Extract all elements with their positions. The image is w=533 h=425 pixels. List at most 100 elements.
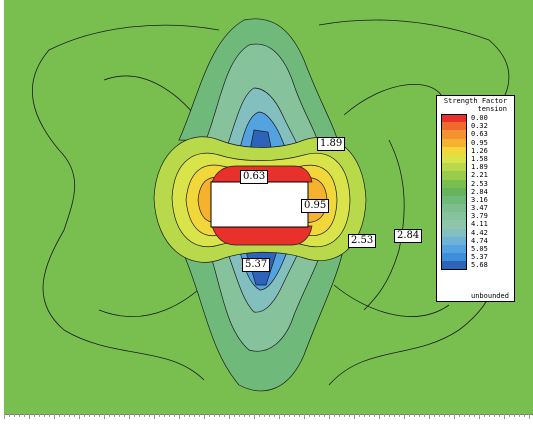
- contour-label-right-of-opening: 0.95: [301, 199, 330, 213]
- ruler-tick: [64, 414, 65, 417]
- ruler-tick: [424, 414, 425, 417]
- legend-value: 0.00: [471, 114, 488, 122]
- legend-value: 5.37: [471, 253, 488, 262]
- ruler-tick: [459, 414, 460, 417]
- legend-swatch: [441, 179, 467, 188]
- legend-swatch: [441, 245, 467, 254]
- ruler-tick: [369, 414, 370, 417]
- ruler-tick: [39, 414, 40, 417]
- legend-swatch: [441, 236, 467, 245]
- ruler-tick: [374, 414, 375, 417]
- legend-rows: 0.00 0.32 0.63 0.95 1.26 1.58 1.89 2.21 2.53 2.84…: [441, 114, 513, 270]
- legend-entry: 1.58: [441, 154, 513, 164]
- ruler-tick: [429, 414, 430, 419]
- ruler-tick: [479, 414, 480, 419]
- ruler-tick: [389, 414, 390, 417]
- legend-value: 2.53: [471, 179, 488, 188]
- ruler-tick: [399, 414, 400, 417]
- ruler-tick: [529, 414, 530, 419]
- legend-value: 2.21: [471, 171, 488, 180]
- legend-entry: 5.05: [441, 245, 513, 254]
- ruler-tick: [99, 414, 100, 417]
- ruler-tick: [69, 414, 70, 417]
- legend-value: 0.32: [471, 122, 488, 131]
- ruler-tick: [59, 414, 60, 417]
- legend-entry: 4.11: [441, 220, 513, 229]
- ruler-tick: [9, 414, 10, 417]
- ruler-tick: [249, 414, 250, 417]
- ruler-tick: [34, 414, 35, 417]
- ruler-tick: [244, 414, 245, 417]
- ruler-tick: [394, 414, 395, 417]
- ruler-tick: [474, 414, 475, 417]
- ruler-tick: [524, 414, 525, 417]
- ruler-tick: [14, 414, 15, 417]
- ruler-tick: [299, 414, 300, 417]
- ruler-tick: [89, 414, 90, 417]
- ruler-tick: [204, 414, 205, 419]
- ruler-tick: [194, 414, 195, 417]
- ruler-tick: [24, 414, 25, 417]
- ruler-tick: [174, 414, 175, 417]
- legend-swatch: [441, 212, 467, 221]
- legend-swatch: [441, 253, 467, 262]
- contour-label-top-of-opening: 0.63: [240, 170, 269, 184]
- ruler-tick: [74, 414, 75, 417]
- legend-value: 2.84: [471, 187, 488, 196]
- legend-swatch: [441, 146, 467, 155]
- ruler-tick: [364, 414, 365, 417]
- ruler-tick: [279, 414, 280, 419]
- legend: Strength Factor tension 0.00 0.32 0.63 0.95…: [436, 95, 515, 302]
- ruler-tick: [29, 414, 30, 419]
- legend-title: Strength Factor: [443, 97, 508, 105]
- legend-value: 3.16: [471, 195, 488, 204]
- ruler-tick: [254, 414, 255, 419]
- ruler-tick: [454, 414, 455, 419]
- ruler-tick: [499, 414, 500, 417]
- legend-entry: 4.74: [441, 236, 513, 245]
- ruler-tick: [404, 414, 405, 419]
- ruler-tick: [494, 414, 495, 417]
- legend-entry: 2.53: [441, 179, 513, 188]
- ruler-tick: [304, 414, 305, 419]
- legend-entry: 1.89: [441, 163, 513, 172]
- contour-line-right-arc: [363, 139, 405, 311]
- legend-entry: 2.21: [441, 171, 513, 180]
- ruler-tick: [149, 414, 150, 417]
- legend-entry: 0.63: [441, 130, 513, 139]
- legend-subtitle: tension: [477, 105, 507, 113]
- contour-line-outer-left: [32, 24, 220, 381]
- ruler-tick: [104, 414, 105, 419]
- ruler-tick: [439, 414, 440, 417]
- ruler-tick: [464, 414, 465, 417]
- ruler-tick: [339, 414, 340, 417]
- ruler-tick: [284, 414, 285, 417]
- ruler-tick: [4, 414, 5, 419]
- ruler-tick: [484, 414, 485, 417]
- ruler-tick: [319, 414, 320, 417]
- ruler-tick: [324, 414, 325, 417]
- ruler-tick: [259, 414, 260, 417]
- ruler-tick: [209, 414, 210, 417]
- legend-swatch: [441, 261, 467, 270]
- ruler-tick: [139, 414, 140, 417]
- legend-value: 0.63: [471, 130, 488, 139]
- legend-value: 1.26: [471, 146, 488, 155]
- legend-value: 3.47: [471, 204, 488, 213]
- contour-label-below-opening: 5.37: [242, 258, 271, 272]
- ruler-tick: [234, 414, 235, 417]
- ruler-tick: [519, 414, 520, 417]
- ruler-tick: [19, 414, 20, 417]
- ruler-tick: [379, 414, 380, 419]
- contour-label-right: 2.53: [348, 234, 377, 248]
- legend-value: 4.42: [471, 228, 488, 237]
- ruler-tick: [434, 414, 435, 417]
- contour-label-upper-right: 1.89: [317, 137, 346, 151]
- legend-swatch: [441, 195, 467, 205]
- ruler-tick: [224, 414, 225, 417]
- ruler-tick: [199, 414, 200, 417]
- ruler-tick: [154, 414, 155, 419]
- ruler-tick: [419, 414, 420, 417]
- legend-entry: 0.00: [441, 114, 513, 123]
- ruler-tick: [509, 414, 510, 417]
